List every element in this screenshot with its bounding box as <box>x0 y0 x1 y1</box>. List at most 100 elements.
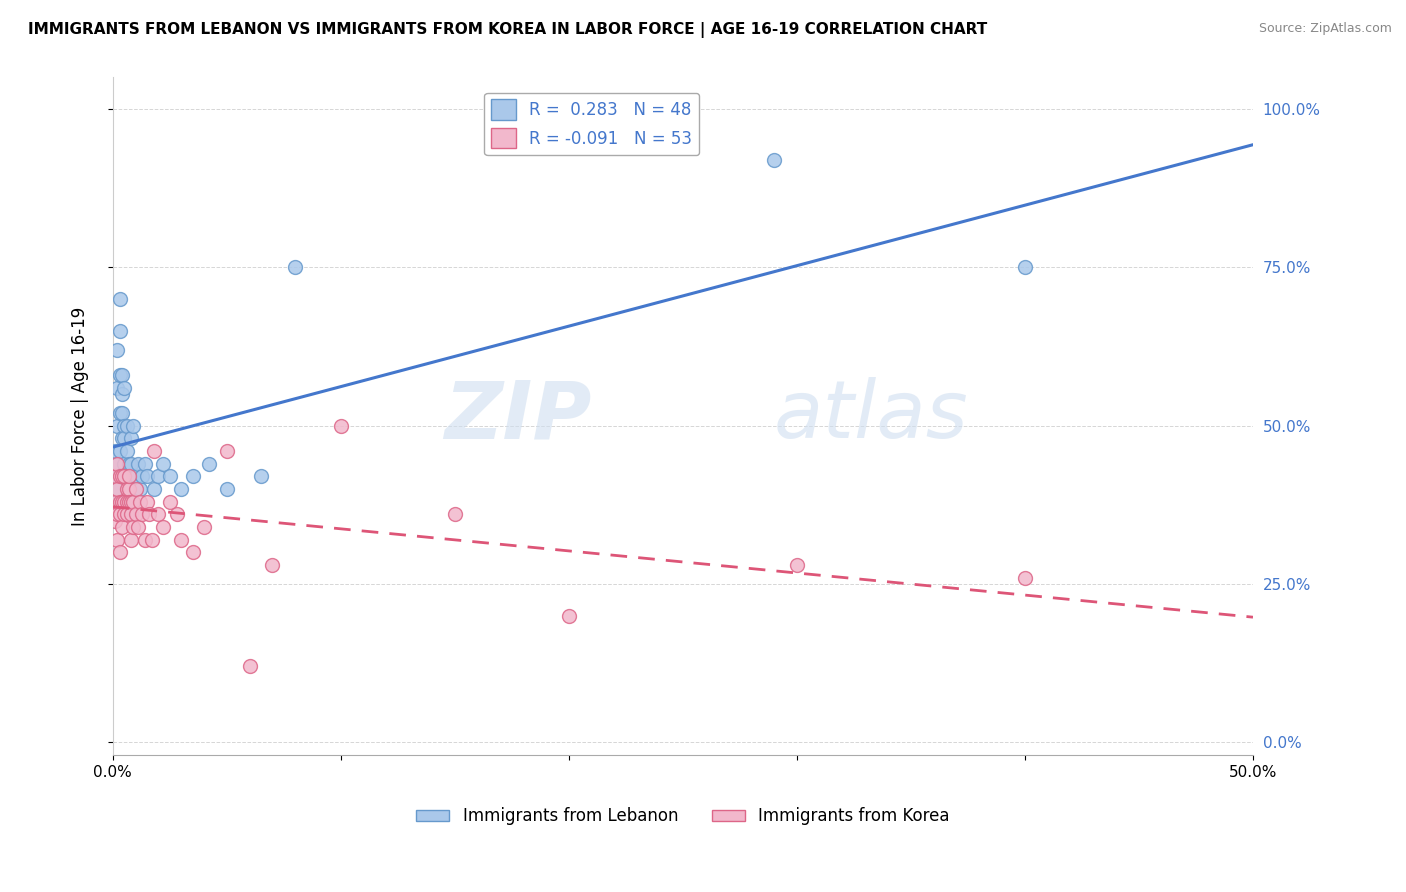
Point <box>115 508 138 522</box>
Point <box>107 482 129 496</box>
Point <box>118 494 141 508</box>
Point <box>115 482 138 496</box>
Point <box>127 520 149 534</box>
Text: Source: ZipAtlas.com: Source: ZipAtlas.com <box>1258 22 1392 36</box>
Point <box>129 482 152 496</box>
Y-axis label: In Labor Force | Age 16-19: In Labor Force | Age 16-19 <box>72 307 89 525</box>
Point <box>112 431 135 445</box>
Point <box>112 508 135 522</box>
Legend: Immigrants from Lebanon, Immigrants from Korea: Immigrants from Lebanon, Immigrants from… <box>409 800 956 832</box>
Point <box>111 494 134 508</box>
Point <box>104 514 127 528</box>
Point <box>129 494 152 508</box>
Point <box>262 558 284 572</box>
Point <box>108 368 131 382</box>
Point <box>104 469 127 483</box>
Point <box>148 469 170 483</box>
Point <box>122 494 145 508</box>
Point <box>108 444 131 458</box>
Point <box>120 431 142 445</box>
Point <box>127 457 149 471</box>
Point <box>107 457 129 471</box>
Point <box>108 545 131 559</box>
Point <box>112 457 135 471</box>
Point <box>118 469 141 483</box>
Point <box>1014 571 1036 585</box>
Point <box>134 533 156 547</box>
Point <box>104 469 127 483</box>
Point <box>122 520 145 534</box>
Point <box>107 508 129 522</box>
Point <box>284 260 307 275</box>
Point <box>108 494 131 508</box>
Text: atlas: atlas <box>775 377 969 455</box>
Point <box>134 457 156 471</box>
Point <box>148 508 170 522</box>
Point <box>118 457 141 471</box>
Point <box>120 457 142 471</box>
Point <box>108 508 131 522</box>
Point <box>111 431 134 445</box>
Point <box>170 533 193 547</box>
Point <box>112 418 135 433</box>
Point <box>152 520 174 534</box>
Point <box>111 406 134 420</box>
Point <box>170 482 193 496</box>
Point <box>104 494 127 508</box>
Point <box>104 494 127 508</box>
Point <box>115 418 138 433</box>
Point <box>124 469 146 483</box>
Point <box>112 469 135 483</box>
Point <box>786 558 808 572</box>
Point <box>120 533 142 547</box>
Point <box>159 494 181 508</box>
Point <box>108 292 131 306</box>
Point <box>108 469 131 483</box>
Point <box>115 469 138 483</box>
Point <box>239 659 262 673</box>
Point <box>107 533 129 547</box>
Point <box>166 508 188 522</box>
Point <box>136 469 159 483</box>
Point <box>118 469 141 483</box>
Point <box>108 406 131 420</box>
Point <box>763 153 786 167</box>
Point <box>159 469 181 483</box>
Point <box>118 482 141 496</box>
Point <box>112 381 135 395</box>
Point <box>141 533 163 547</box>
Point <box>107 343 129 357</box>
Point <box>108 324 131 338</box>
Point <box>122 418 145 433</box>
Point <box>124 508 146 522</box>
Point <box>131 469 153 483</box>
Point <box>142 444 165 458</box>
Point <box>111 368 134 382</box>
Point <box>111 469 134 483</box>
Point <box>215 444 238 458</box>
Text: IMMIGRANTS FROM LEBANON VS IMMIGRANTS FROM KOREA IN LABOR FORCE | AGE 16-19 CORR: IMMIGRANTS FROM LEBANON VS IMMIGRANTS FR… <box>28 22 987 38</box>
Point <box>107 457 129 471</box>
Point <box>1014 260 1036 275</box>
Point <box>136 494 159 508</box>
Point <box>181 545 204 559</box>
Point <box>115 444 138 458</box>
Point <box>107 418 129 433</box>
Point <box>111 387 134 401</box>
Point <box>107 381 129 395</box>
Point <box>444 508 467 522</box>
Point <box>115 494 138 508</box>
Point <box>250 469 273 483</box>
Point <box>112 494 135 508</box>
Point <box>104 444 127 458</box>
Point <box>193 520 215 534</box>
Point <box>131 508 153 522</box>
Point <box>215 482 238 496</box>
Point <box>124 482 146 496</box>
Point <box>558 608 581 623</box>
Point <box>120 508 142 522</box>
Point <box>120 494 142 508</box>
Point <box>181 469 204 483</box>
Point <box>329 418 352 433</box>
Point <box>152 457 174 471</box>
